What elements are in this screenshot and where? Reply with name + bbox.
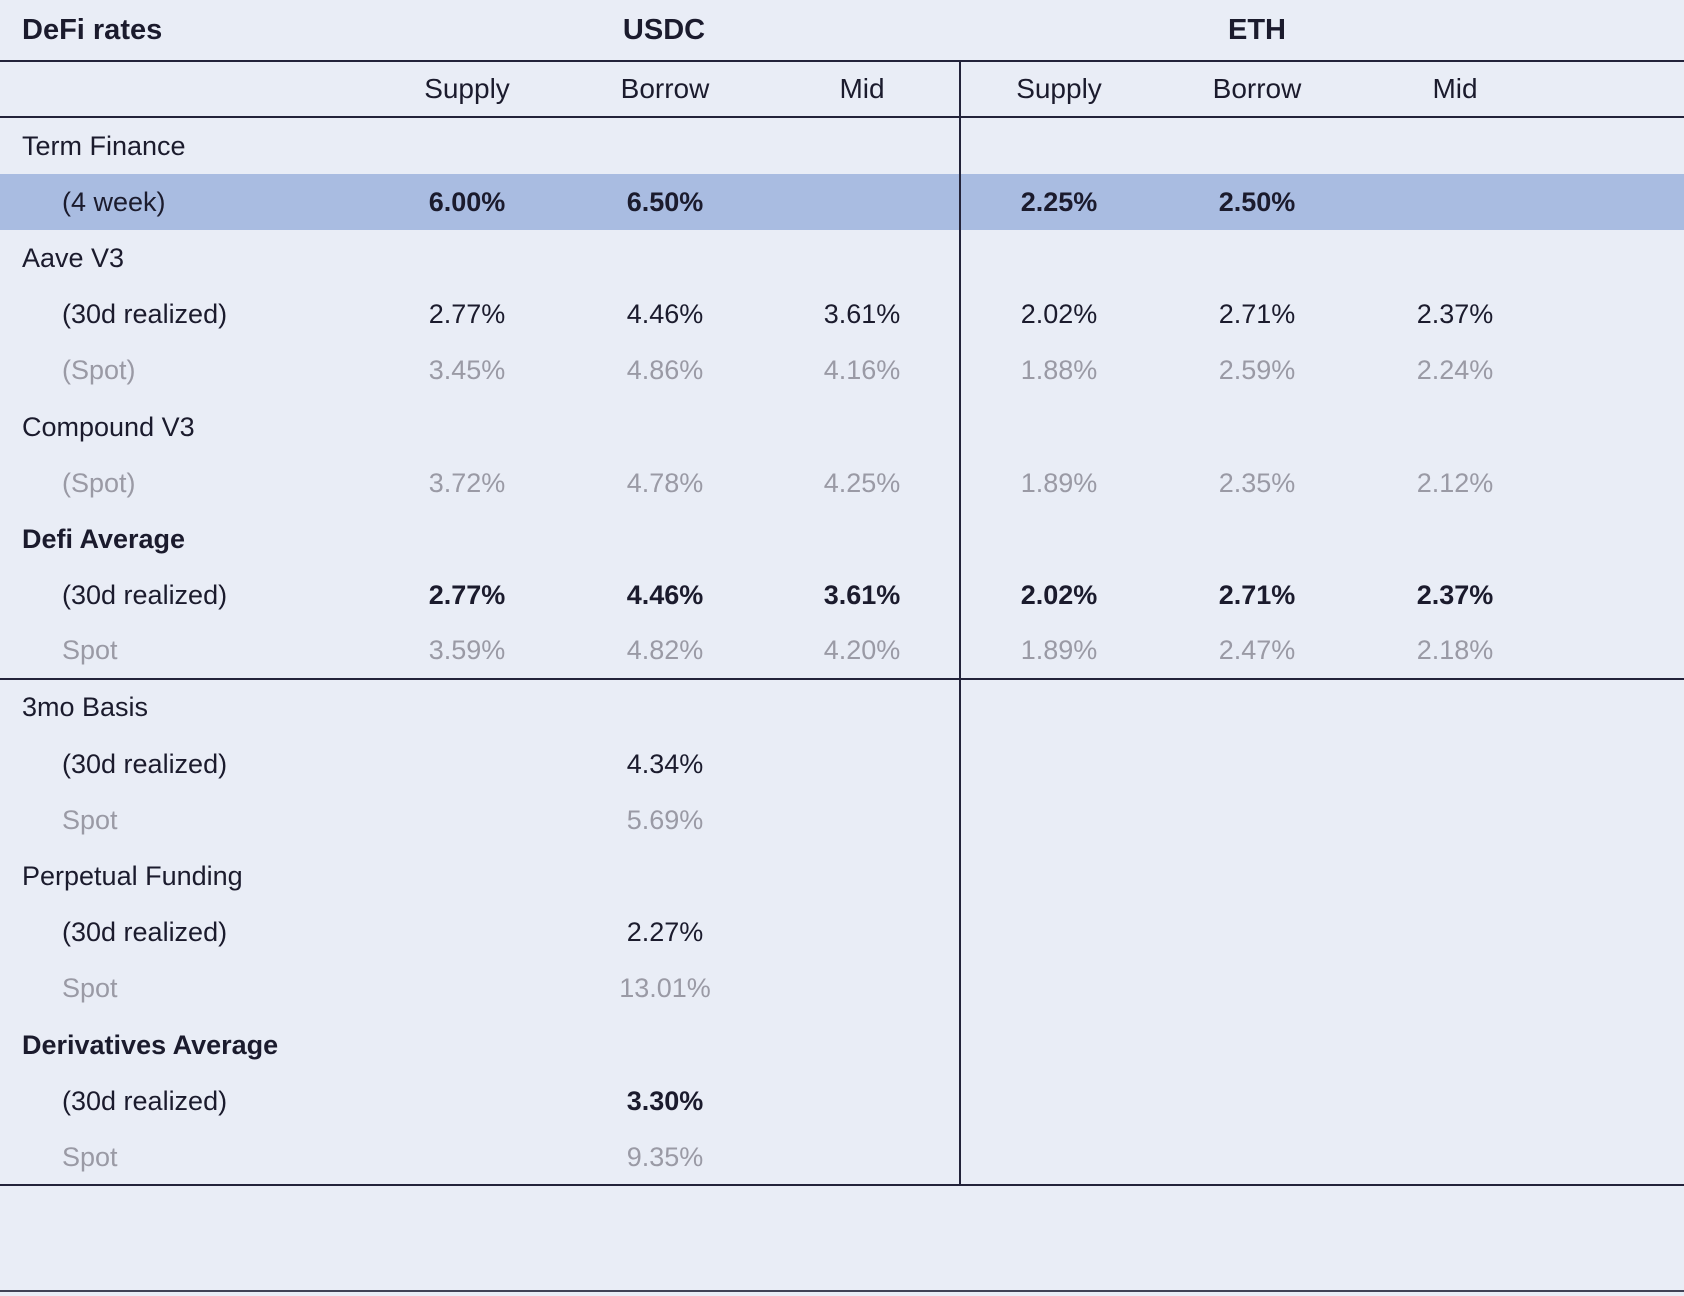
column-header-usdc-supply: Supply bbox=[424, 73, 510, 104]
row-label: (30d realized) bbox=[62, 580, 228, 611]
rate-value: 2.35% bbox=[1218, 467, 1296, 498]
table-bottom-border bbox=[0, 1184, 1684, 1186]
rate-value: 6.00% bbox=[428, 186, 506, 217]
table-subheader-row: Supply Borrow Mid Supply Borrow Mid bbox=[0, 62, 1684, 118]
row-label: Compound V3 bbox=[22, 411, 195, 442]
row-label: Aave V3 bbox=[22, 242, 125, 273]
rate-value: 2.77% bbox=[428, 299, 506, 330]
table-row: (Spot) 3.45% 4.86% 4.16% 1.88% 2.59% 2.24% bbox=[0, 343, 1684, 399]
rate-value: 4.78% bbox=[626, 467, 704, 498]
rate-value: 2.24% bbox=[1416, 355, 1494, 386]
row-label: 3mo Basis bbox=[22, 692, 149, 723]
row-label: (Spot) bbox=[62, 355, 136, 386]
column-header-eth-borrow: Borrow bbox=[1212, 73, 1302, 104]
column-header-usdc-borrow: Borrow bbox=[620, 73, 710, 104]
row-label: Spot bbox=[62, 1141, 118, 1172]
rate-value: 4.86% bbox=[626, 355, 704, 386]
table-body: Term Finance (4 week) 6.00% 6.50% 2.25% 2.50%… bbox=[0, 118, 1684, 1186]
rate-value: 4.34% bbox=[626, 748, 704, 779]
rate-value: 2.37% bbox=[1416, 580, 1494, 611]
rate-value: 2.47% bbox=[1218, 635, 1296, 666]
rate-value: 2.02% bbox=[1020, 580, 1098, 611]
rate-value: 13.01% bbox=[619, 973, 711, 1004]
table-row: (30d realized) 3.30% bbox=[0, 1073, 1684, 1129]
column-group-eth: ETH bbox=[1228, 13, 1286, 46]
table-row: Derivatives Average bbox=[0, 1017, 1684, 1073]
rate-value: 1.89% bbox=[1020, 635, 1098, 666]
rate-value: 3.61% bbox=[823, 299, 901, 330]
rate-value: 4.16% bbox=[823, 355, 901, 386]
table-row: Spot 5.69% bbox=[0, 792, 1684, 848]
rate-value: 4.46% bbox=[626, 580, 704, 611]
table-row: (30d realized) 2.27% bbox=[0, 905, 1684, 961]
rate-value: 1.88% bbox=[1020, 355, 1098, 386]
column-header-usdc-mid: Mid bbox=[839, 73, 885, 104]
row-label: Defi Average bbox=[22, 523, 186, 554]
rate-value: 2.12% bbox=[1416, 467, 1494, 498]
rate-value: 6.50% bbox=[626, 186, 704, 217]
table-row: (30d realized) 2.77% 4.46% 3.61% 2.02% 2.71% 2… bbox=[0, 287, 1684, 343]
rate-value: 3.72% bbox=[428, 467, 506, 498]
row-label: (30d realized) bbox=[62, 917, 228, 948]
page-bottom-border bbox=[0, 1290, 1684, 1292]
row-label: (30d realized) bbox=[62, 299, 228, 330]
table-row: (30d realized) 4.34% bbox=[0, 736, 1684, 792]
rate-value: 4.20% bbox=[823, 635, 901, 666]
rate-value: 2.27% bbox=[626, 917, 704, 948]
rate-value: 9.35% bbox=[626, 1141, 704, 1172]
column-group-divider bbox=[959, 62, 961, 1186]
table-row: Compound V3 bbox=[0, 399, 1684, 455]
table-row: (30d realized) 2.77% 4.46% 3.61% 2.02% 2.71% 2… bbox=[0, 568, 1684, 624]
table-row: Defi Average bbox=[0, 511, 1684, 567]
row-label: (30d realized) bbox=[62, 748, 228, 779]
rate-value: 2.25% bbox=[1020, 186, 1098, 217]
table-row: Aave V3 bbox=[0, 230, 1684, 286]
rate-value: 2.77% bbox=[428, 580, 506, 611]
table-row: 3mo Basis bbox=[0, 680, 1684, 736]
rate-value: 1.89% bbox=[1020, 467, 1098, 498]
table-row: Spot 3.59% 4.82% 4.20% 1.89% 2.47% 2.18% bbox=[0, 624, 1684, 680]
table-row: Term Finance bbox=[0, 118, 1684, 174]
rate-value: 4.46% bbox=[626, 299, 704, 330]
row-label: Spot bbox=[62, 804, 118, 835]
rate-value: 3.59% bbox=[428, 635, 506, 666]
rate-value: 4.82% bbox=[626, 635, 704, 666]
rate-value: 2.50% bbox=[1218, 186, 1296, 217]
row-label: Perpetual Funding bbox=[22, 861, 243, 892]
table-title: DeFi rates bbox=[22, 13, 163, 46]
column-header-eth-mid: Mid bbox=[1432, 73, 1478, 104]
table-row: Spot 9.35% bbox=[0, 1129, 1684, 1185]
row-label: (4 week) bbox=[62, 186, 166, 217]
row-label: Derivatives Average bbox=[22, 1029, 279, 1060]
row-label: (30d realized) bbox=[62, 1085, 228, 1116]
rate-value: 4.25% bbox=[823, 467, 901, 498]
rate-value: 2.71% bbox=[1218, 580, 1296, 611]
rate-value: 2.18% bbox=[1416, 635, 1494, 666]
table-row: Perpetual Funding bbox=[0, 848, 1684, 904]
table-row: Spot 13.01% bbox=[0, 961, 1684, 1017]
column-header-eth-supply: Supply bbox=[1016, 73, 1102, 104]
row-label: (Spot) bbox=[62, 467, 136, 498]
table-row: (4 week) 6.00% 6.50% 2.25% 2.50% bbox=[0, 174, 1684, 231]
rate-value: 3.61% bbox=[823, 580, 901, 611]
rate-value: 3.45% bbox=[428, 355, 506, 386]
row-label: Spot bbox=[62, 635, 118, 666]
rate-value: 2.71% bbox=[1218, 299, 1296, 330]
rate-value: 2.59% bbox=[1218, 355, 1296, 386]
rate-value: 3.30% bbox=[626, 1085, 704, 1116]
rate-value: 2.02% bbox=[1020, 299, 1098, 330]
rate-value: 2.37% bbox=[1416, 299, 1494, 330]
row-label: Term Finance bbox=[22, 130, 186, 161]
rate-value: 5.69% bbox=[626, 804, 704, 835]
row-label: Spot bbox=[62, 973, 118, 1004]
table-header-row: DeFi rates USDC ETH bbox=[0, 0, 1684, 62]
table-row: (Spot) 3.72% 4.78% 4.25% 1.89% 2.35% 2.12% bbox=[0, 455, 1684, 511]
column-group-usdc: USDC bbox=[622, 13, 706, 46]
